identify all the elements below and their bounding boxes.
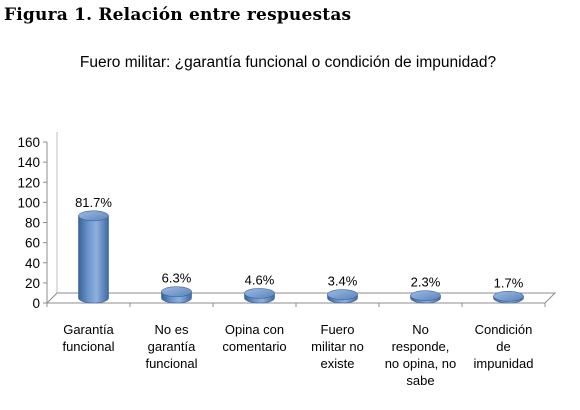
y-tick-label: 140 [17,155,40,170]
data-label: 2.3% [411,275,441,290]
data-label: 6.3% [162,271,192,286]
category-label-line: Fuero [321,322,355,337]
chart-title: Fuero militar: ¿garantía funcional o con… [80,54,497,71]
bar-top [493,290,524,302]
y-tick-label: 100 [17,195,40,210]
y-tick-label: 120 [17,175,40,190]
category-label-line: No [412,322,429,337]
y-tick-label: 20 [25,276,40,291]
data-label: 81.7% [75,195,112,210]
data-label: 4.6% [245,272,275,287]
bar [493,290,524,304]
y-tick-label: 40 [25,256,40,271]
y-tick-label: 0 [32,296,40,311]
bar [161,286,192,304]
category-label-line: sabe [406,373,434,388]
category-label-line: impunidad [474,356,534,371]
category-label-line: funcional [145,356,197,371]
bar-top [161,286,192,297]
category-label: Opina con comentario [222,322,286,354]
category-label-line: de [496,339,510,354]
y-tick-label: 60 [25,236,40,251]
data-label: 3.4% [328,274,358,289]
category-label-line: No es [155,322,189,337]
category-label-line: funcional [62,339,114,354]
chart-bars [78,210,524,304]
figure-title: Figura 1. Relación entre respuestas [4,5,352,25]
category-label-line: garantía [148,339,196,354]
bar [410,290,441,304]
category-label: No es garantía funcional [145,322,197,371]
category-label-line: Condición [475,322,533,337]
category-label: Fuero militar no existe [311,322,364,371]
chart-axes: 0 20 40 60 80 100 120 140 160 [17,132,557,311]
floor-outline [45,292,557,304]
bar-top [244,288,275,299]
category-label-line: comentario [222,339,286,354]
bar-body [78,215,109,304]
category-label-line: existe [321,356,355,371]
bar-top [78,210,109,222]
category-label: Garantía funcional [62,322,114,354]
bar-top [327,289,358,300]
category-label-line: responde, [392,339,450,354]
category-label-line: militar no [311,339,364,354]
y-tick-label: 160 [17,135,40,150]
data-label: 1.7% [494,275,524,290]
bar [78,210,109,304]
bar-top [410,290,441,301]
y-tick-label: 80 [25,216,40,231]
bar [244,288,275,304]
chart-labels: 81.7% 6.3% 4.6% 3.4% 2.3% 1.7% Garantía funcion… [62,195,533,388]
category-label-line: Garantía [63,322,114,337]
category-label: Condición de impunidad [474,322,534,371]
category-label-line: Opina con [225,322,284,337]
category-label-line: no opina, no [385,356,457,371]
category-label: No responde, no opina, no sabe [385,322,457,388]
bar [327,289,358,304]
